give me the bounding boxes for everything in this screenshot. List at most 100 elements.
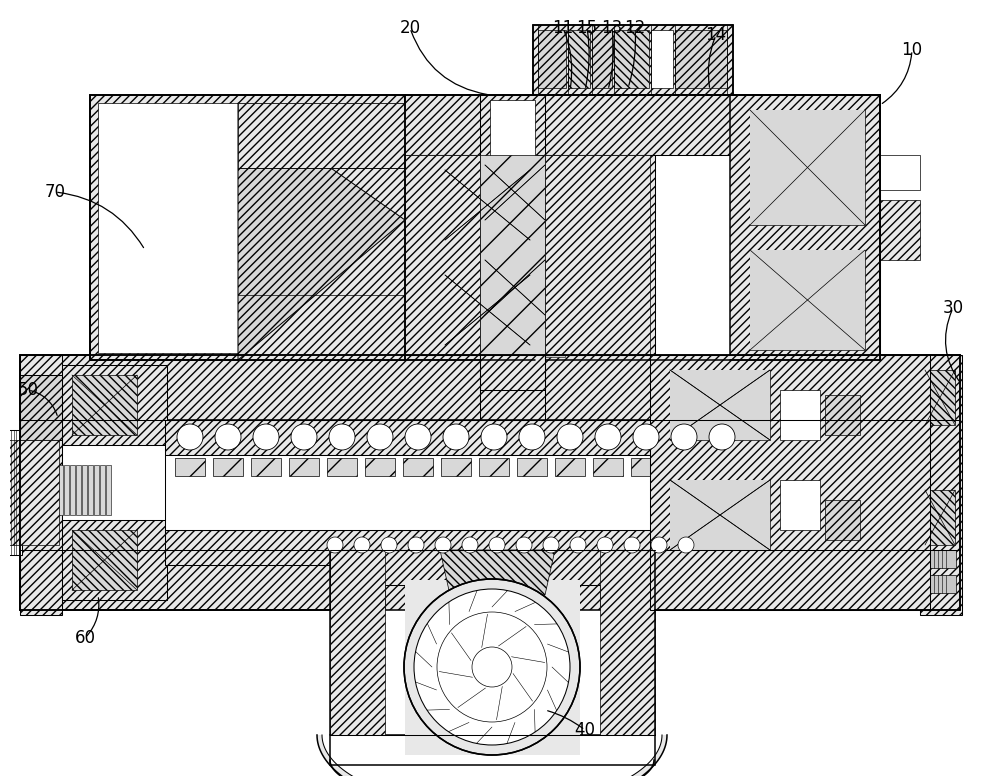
Bar bbox=[523, 310, 565, 315]
Bar bbox=[98, 103, 238, 353]
Bar bbox=[928, 550, 956, 568]
Bar bbox=[555, 458, 585, 476]
Bar bbox=[750, 250, 865, 350]
Polygon shape bbox=[238, 103, 405, 360]
Bar bbox=[106, 465, 111, 515]
Circle shape bbox=[405, 424, 431, 450]
Bar bbox=[165, 420, 920, 455]
Bar bbox=[533, 25, 733, 95]
Bar bbox=[592, 30, 612, 88]
Bar bbox=[445, 275, 530, 345]
Bar bbox=[614, 30, 649, 88]
Bar bbox=[750, 110, 865, 225]
Bar bbox=[175, 458, 205, 476]
Bar bbox=[20, 420, 960, 550]
Bar bbox=[445, 170, 530, 240]
Bar bbox=[925, 490, 955, 545]
Bar bbox=[213, 458, 243, 476]
Bar bbox=[517, 458, 547, 476]
Bar bbox=[523, 322, 565, 327]
Bar bbox=[523, 328, 565, 333]
Bar bbox=[538, 30, 566, 88]
Bar bbox=[480, 95, 545, 360]
Circle shape bbox=[489, 537, 505, 553]
Bar bbox=[825, 395, 860, 435]
Bar bbox=[920, 355, 962, 615]
Bar bbox=[880, 200, 920, 260]
Bar bbox=[928, 575, 956, 593]
Circle shape bbox=[678, 537, 694, 553]
Bar bbox=[523, 346, 565, 351]
Bar bbox=[4, 430, 22, 555]
Bar bbox=[780, 390, 820, 440]
Circle shape bbox=[671, 424, 697, 450]
Text: 50: 50 bbox=[17, 381, 38, 399]
Polygon shape bbox=[238, 103, 405, 360]
Bar bbox=[730, 95, 880, 360]
Bar bbox=[4, 440, 59, 545]
Bar bbox=[825, 500, 860, 540]
Bar bbox=[20, 550, 960, 610]
Polygon shape bbox=[600, 550, 655, 735]
Bar bbox=[523, 316, 565, 321]
Circle shape bbox=[404, 579, 580, 755]
Bar bbox=[593, 458, 623, 476]
Bar bbox=[485, 260, 545, 315]
Bar bbox=[165, 530, 920, 565]
Bar bbox=[670, 480, 770, 550]
Bar bbox=[165, 455, 920, 530]
Circle shape bbox=[435, 537, 451, 553]
Bar bbox=[535, 155, 655, 355]
Bar bbox=[251, 458, 281, 476]
Bar bbox=[365, 458, 395, 476]
Text: 60: 60 bbox=[74, 629, 95, 647]
Polygon shape bbox=[440, 550, 555, 595]
Bar bbox=[403, 458, 433, 476]
Bar bbox=[405, 155, 880, 355]
Bar bbox=[445, 170, 530, 240]
Bar bbox=[76, 465, 81, 515]
Bar bbox=[445, 275, 530, 345]
Circle shape bbox=[651, 537, 667, 553]
Bar bbox=[20, 375, 62, 440]
Circle shape bbox=[253, 424, 279, 450]
Bar bbox=[523, 334, 565, 339]
Bar bbox=[100, 465, 105, 515]
Bar bbox=[70, 465, 75, 515]
Circle shape bbox=[570, 537, 586, 553]
Bar bbox=[441, 458, 471, 476]
Bar bbox=[64, 465, 69, 515]
Circle shape bbox=[437, 612, 547, 722]
Polygon shape bbox=[480, 155, 545, 355]
Bar bbox=[238, 103, 405, 168]
Text: 12: 12 bbox=[624, 19, 646, 37]
Bar bbox=[750, 250, 865, 350]
Bar bbox=[669, 458, 699, 476]
Bar bbox=[62, 365, 167, 445]
Circle shape bbox=[462, 537, 478, 553]
Circle shape bbox=[327, 537, 343, 553]
Bar bbox=[780, 480, 820, 530]
Bar bbox=[410, 155, 530, 355]
Bar bbox=[600, 550, 655, 610]
Bar bbox=[480, 355, 545, 390]
Circle shape bbox=[543, 537, 559, 553]
Circle shape bbox=[557, 424, 583, 450]
Circle shape bbox=[709, 424, 735, 450]
Text: 10: 10 bbox=[901, 41, 923, 59]
Bar bbox=[330, 550, 385, 610]
Circle shape bbox=[408, 537, 424, 553]
Bar bbox=[485, 260, 545, 315]
Bar bbox=[485, 165, 545, 220]
Bar bbox=[72, 375, 137, 435]
Bar bbox=[631, 458, 661, 476]
Polygon shape bbox=[405, 155, 480, 355]
Circle shape bbox=[443, 424, 469, 450]
Bar bbox=[670, 480, 770, 550]
Bar bbox=[289, 458, 319, 476]
Bar bbox=[330, 550, 655, 585]
Polygon shape bbox=[317, 735, 667, 776]
Circle shape bbox=[215, 424, 241, 450]
Bar bbox=[330, 735, 655, 765]
Text: 40: 40 bbox=[574, 721, 596, 739]
